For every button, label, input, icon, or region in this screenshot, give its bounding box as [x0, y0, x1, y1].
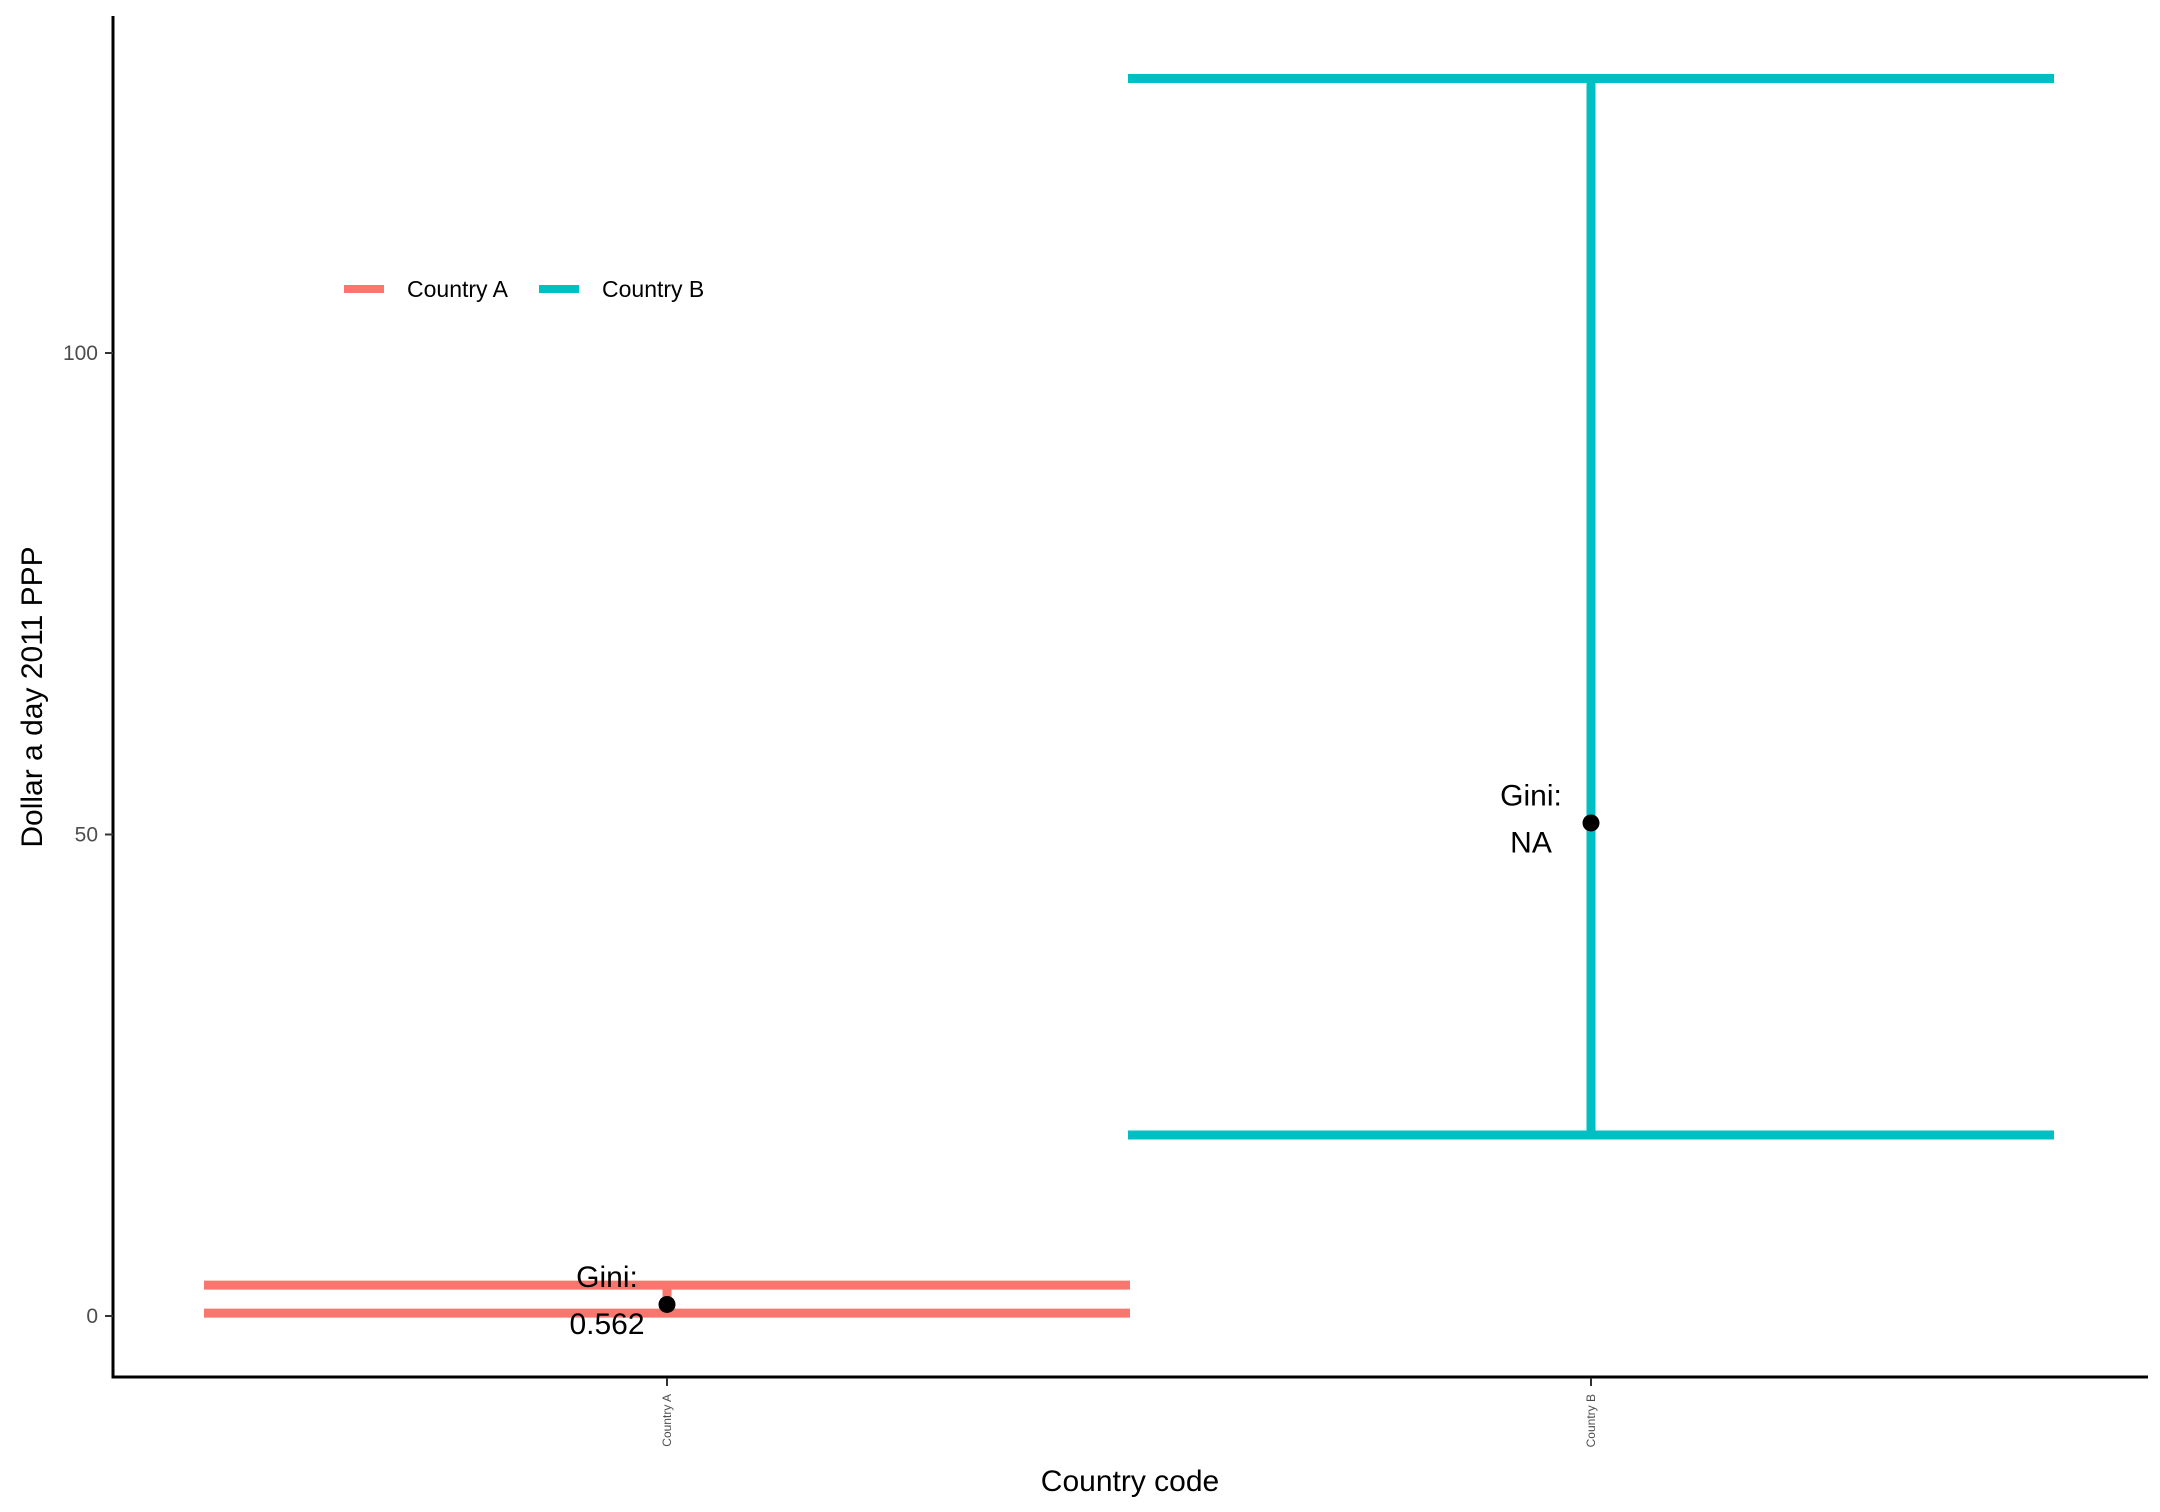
legend-item: Country A	[344, 276, 509, 302]
x-axis-ticks: Country A Country B	[660, 1378, 1598, 1447]
legend-label: Country B	[602, 276, 704, 302]
gini-annotation: Gini: NA	[1500, 779, 1562, 859]
legend-label: Country A	[407, 276, 509, 302]
x-tick-label: Country A	[660, 1394, 674, 1447]
y-axis-ticks: 0 50 100	[63, 342, 113, 1328]
legend-item: Country B	[539, 276, 704, 302]
y-tick-label: 100	[63, 342, 98, 365]
x-axis-title: Country code	[1041, 1465, 1219, 1498]
y-axis-title: Dollar a day 2011 PPP	[16, 546, 49, 847]
errorbar-country-a: Gini: 0.562	[204, 1261, 1130, 1341]
y-tick-label: 0	[86, 1305, 98, 1328]
x-tick-label: Country B	[1584, 1394, 1598, 1447]
mean-point	[658, 1295, 676, 1313]
y-tick-label: 50	[75, 824, 98, 847]
errorbar-country-b: Gini: NA	[1128, 74, 2054, 1140]
mean-point	[1582, 814, 1600, 832]
legend: Country A Country B	[344, 276, 704, 302]
plot-marks: Gini: 0.562 Gini: NA	[204, 74, 2054, 1341]
gini-annotation: Gini: 0.562	[569, 1261, 644, 1341]
